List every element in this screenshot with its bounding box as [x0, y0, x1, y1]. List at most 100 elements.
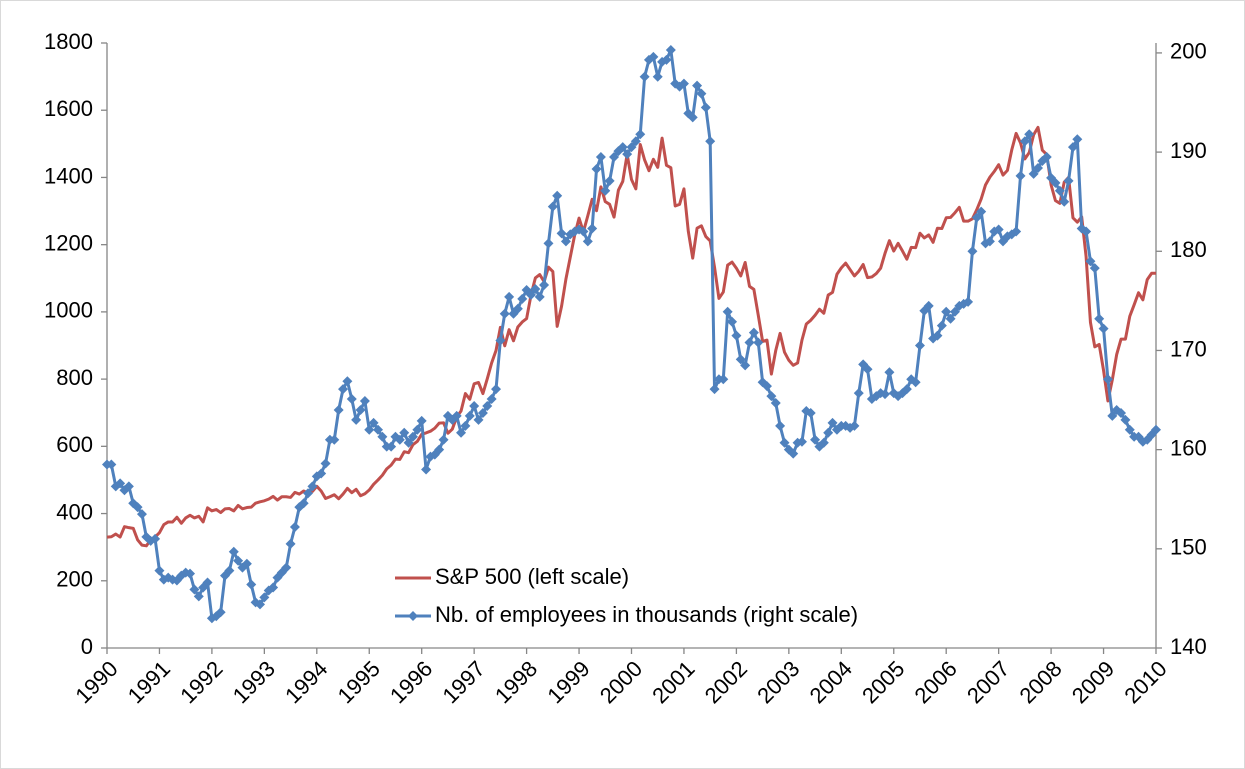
y2-tick-label: 180: [1170, 237, 1207, 262]
series-marker: [582, 236, 593, 247]
series-marker: [678, 78, 689, 89]
series-marker: [1116, 407, 1127, 418]
y-tick-label: 1400: [44, 163, 93, 188]
series-marker: [477, 407, 488, 418]
series-marker: [460, 420, 471, 431]
series-marker: [705, 136, 716, 147]
series-marker: [775, 420, 786, 431]
series-marker: [298, 498, 309, 509]
series-marker: [1107, 410, 1118, 421]
series-marker: [346, 394, 357, 405]
series-marker: [1124, 424, 1135, 435]
series-marker: [1011, 226, 1022, 237]
series-marker: [525, 289, 536, 300]
series-marker: [552, 190, 563, 201]
series-marker: [796, 436, 807, 447]
series-marker: [464, 410, 475, 421]
series-marker: [595, 152, 606, 163]
y-tick-label: 1800: [44, 29, 93, 54]
series-marker: [547, 201, 558, 212]
series-marker: [770, 398, 781, 409]
series-marker: [115, 478, 126, 489]
series-marker: [241, 558, 252, 569]
series-marker: [622, 149, 633, 160]
y2-tick-label: 140: [1170, 634, 1207, 659]
legend-label: Nb. of employees in thousands (right sca…: [435, 602, 858, 627]
series-marker: [1094, 313, 1105, 324]
series-marker: [106, 459, 117, 470]
y2-tick-label: 150: [1170, 535, 1207, 560]
series-marker: [316, 468, 327, 479]
series-marker: [963, 296, 974, 307]
series-marker: [333, 404, 344, 415]
series-marker: [539, 280, 550, 290]
series-marker: [355, 404, 366, 415]
series-marker: [403, 437, 414, 448]
series-marker: [901, 384, 912, 395]
series-marker: [482, 401, 493, 411]
series-marker: [407, 431, 418, 442]
series-marker: [748, 327, 759, 338]
y-tick-label: 1600: [44, 96, 93, 121]
series-marker: [233, 555, 244, 566]
series-marker: [827, 417, 838, 428]
y2-tick-label: 160: [1170, 435, 1207, 460]
series-marker: [368, 417, 379, 428]
series-marker: [123, 481, 134, 492]
series-marker: [1151, 424, 1161, 435]
y-tick-label: 200: [56, 567, 93, 592]
series-marker: [823, 427, 834, 438]
series-marker: [617, 142, 628, 153]
series-marker: [932, 330, 943, 341]
series-marker: [543, 238, 554, 249]
series-marker: [504, 291, 515, 302]
series-marker: [1072, 134, 1083, 145]
series-marker: [587, 223, 598, 234]
series-marker: [1054, 185, 1065, 196]
series-marker: [635, 129, 646, 140]
series-marker: [976, 206, 987, 217]
series-marker: [342, 376, 353, 387]
series-marker: [984, 236, 995, 247]
series-marker: [386, 441, 397, 452]
series-marker: [451, 410, 462, 421]
series-marker: [626, 142, 637, 153]
series-marker: [936, 320, 947, 331]
series-marker: [329, 434, 340, 445]
series-marker: [735, 354, 746, 365]
y-tick-label: 1000: [44, 298, 93, 323]
series-marker: [923, 300, 934, 311]
y-tick-label: 1200: [44, 230, 93, 255]
series-marker: [949, 306, 960, 317]
series-marker: [185, 568, 196, 579]
series-marker: [268, 582, 279, 593]
series-marker: [753, 337, 764, 348]
series-marker: [731, 330, 742, 341]
series-marker: [788, 448, 799, 459]
series-marker: [254, 599, 265, 610]
series-marker: [1089, 263, 1100, 274]
series-marker: [761, 381, 772, 392]
series-marker: [259, 592, 270, 603]
series-marker: [648, 51, 659, 62]
series-marker: [727, 316, 738, 327]
series-marker: [285, 538, 296, 549]
series-marker: [556, 228, 567, 239]
series-marker: [193, 591, 204, 602]
series-marker: [1085, 256, 1096, 267]
series-marker: [1024, 129, 1035, 140]
series-marker: [281, 562, 292, 573]
series-marker: [150, 533, 161, 544]
series-marker: [604, 175, 615, 186]
legend-marker: [408, 611, 418, 621]
y-tick-label: 0: [81, 634, 93, 659]
series-marker: [1063, 175, 1074, 186]
series-marker: [456, 427, 467, 438]
series-marker: [1019, 136, 1030, 147]
series-marker: [630, 136, 641, 147]
series-marker: [1032, 162, 1043, 173]
series-marker: [1102, 374, 1113, 385]
series-marker: [609, 152, 620, 163]
